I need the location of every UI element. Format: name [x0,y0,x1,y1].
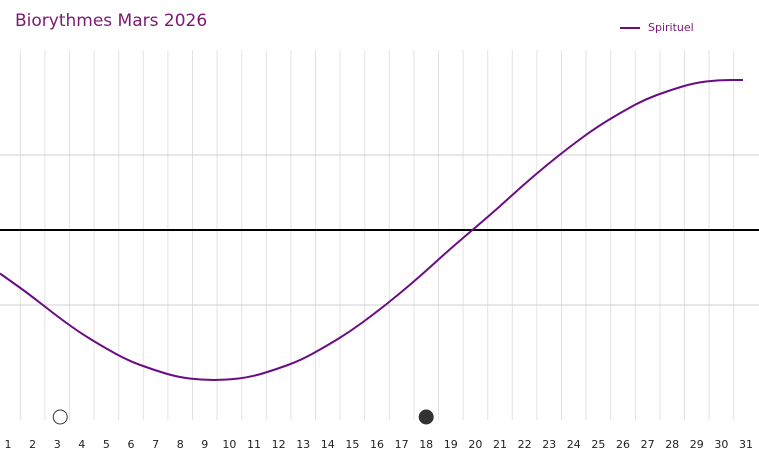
x-tick-label: 6 [128,438,135,451]
series-line-spirituel [0,79,743,382]
x-tick-label: 16 [370,438,384,451]
marker-filled [418,409,434,425]
legend-label-spirituel: Spirituel [648,21,694,34]
marker-open [52,409,68,425]
x-tick-label: 9 [201,438,208,451]
x-tick-label: 26 [616,438,630,451]
x-tick-label: 5 [103,438,110,451]
x-tick-label: 25 [591,438,605,451]
x-tick-label: 21 [493,438,507,451]
x-tick-label: 3 [54,438,61,451]
x-tick-label: 24 [567,438,581,451]
x-tick-label: 28 [665,438,679,451]
x-tick-label: 30 [714,438,728,451]
legend-swatch-spirituel [620,26,640,29]
x-tick-label: 8 [177,438,184,451]
x-tick-label: 27 [641,438,655,451]
x-tick-label: 1 [5,438,12,451]
x-tick-label: 14 [321,438,335,451]
x-tick-label: 12 [272,438,286,451]
x-tick-label: 15 [345,438,359,451]
x-tick-label: 2 [29,438,36,451]
x-tick-label: 29 [690,438,704,451]
x-tick-label: 20 [468,438,482,451]
x-tick-label: 4 [78,438,85,451]
x-tick-label: 10 [222,438,236,451]
x-tick-label: 23 [542,438,556,451]
x-tick-label: 31 [739,438,753,451]
x-tick-label: 17 [395,438,409,451]
x-tick-label: 18 [419,438,433,451]
x-tick-label: 7 [152,438,159,451]
legend: Spirituel [620,21,694,34]
x-tick-label: 19 [444,438,458,451]
x-tick-label: 22 [518,438,532,451]
x-tick-label: 11 [247,438,261,451]
chart-title: Biorythmes Mars 2026 [15,11,208,31]
x-tick-label: 13 [296,438,310,451]
